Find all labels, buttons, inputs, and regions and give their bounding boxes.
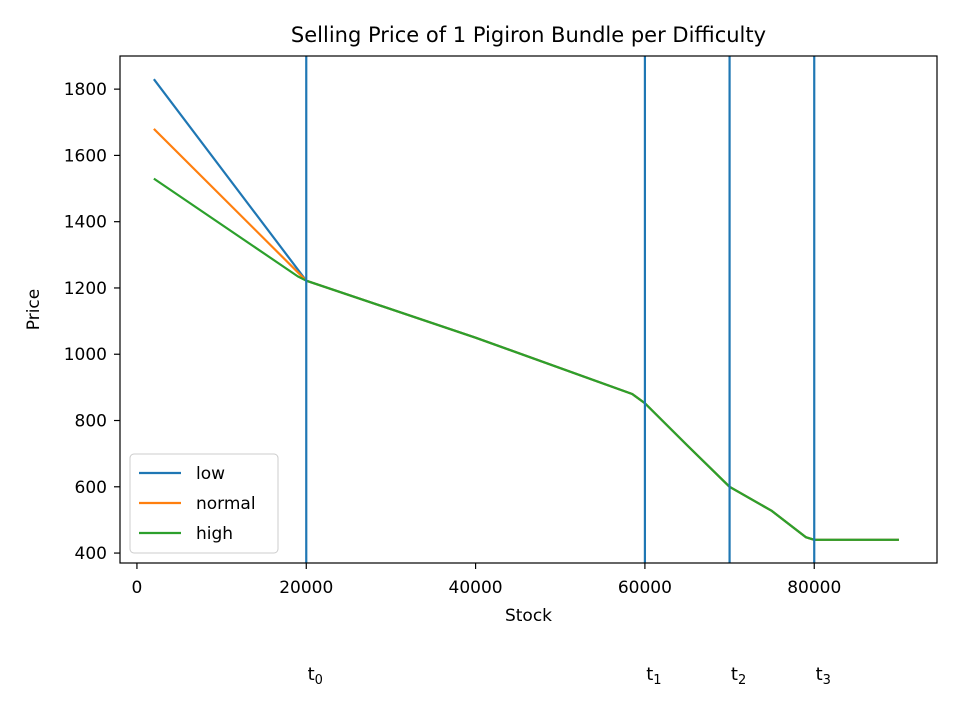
y-tick-label-1: 600 — [75, 478, 107, 498]
threshold-label-3: t3 — [816, 664, 831, 688]
legend-label-high: high — [196, 524, 233, 544]
legend-box — [129, 453, 279, 554]
y-tick-label-3: 1000 — [64, 345, 107, 365]
y-tick-label-0: 400 — [75, 544, 107, 564]
threshold-label-2: t2 — [731, 664, 746, 688]
y-tick-label-6: 1600 — [64, 146, 107, 166]
legend: low normal high — [129, 453, 279, 554]
threshold-labels: t0 t1 t2 t3 — [308, 664, 831, 688]
threshold-label-main: t — [731, 664, 738, 685]
x-tick-label-2: 40000 — [449, 578, 503, 598]
threshold-label-main: t — [816, 664, 823, 685]
threshold-label-subscript: 1 — [653, 673, 661, 688]
x-tick-label-3: 60000 — [618, 578, 672, 598]
threshold-label-1: t1 — [646, 664, 661, 688]
threshold-label-subscript: 0 — [315, 673, 323, 688]
legend-label-normal: normal — [196, 494, 256, 514]
y-tick-label-7: 1800 — [64, 80, 107, 100]
threshold-label-subscript: 3 — [823, 673, 831, 688]
axis-ticks: 0 20000 40000 60000 80000 400 600 800 1000 1200 14… — [64, 80, 842, 598]
threshold-label-main: t — [646, 664, 653, 685]
x-tick-label-1: 20000 — [279, 578, 333, 598]
y-tick-label-4: 1200 — [64, 279, 107, 299]
threshold-label-subscript: 2 — [738, 673, 746, 688]
threshold-label-main: t — [308, 664, 315, 685]
legend-label-low: low — [196, 464, 225, 484]
x-tick-label-0: 0 — [132, 578, 143, 598]
y-tick-label-5: 1400 — [64, 213, 107, 233]
threshold-label-0: t0 — [308, 664, 323, 688]
y-tick-label-2: 800 — [75, 412, 107, 432]
x-tick-label-4: 80000 — [787, 578, 841, 598]
y-axis-label: Price — [24, 289, 44, 330]
plot-area — [119, 55, 938, 564]
series-line-high — [153, 177, 899, 541]
chart-title: Selling Price of 1 Pigiron Bundle per Di… — [291, 23, 766, 47]
plot-frame — [119, 55, 938, 564]
x-axis-label: Stock — [505, 606, 552, 626]
